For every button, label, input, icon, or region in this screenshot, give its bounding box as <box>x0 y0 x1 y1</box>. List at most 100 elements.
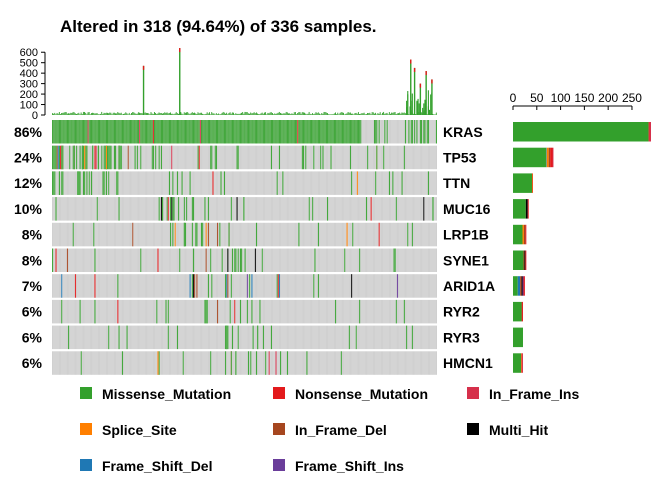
mutation-cell <box>237 325 239 350</box>
mutation-cell <box>356 171 358 195</box>
mutation-cell <box>92 145 94 170</box>
mutation-cell <box>160 120 162 144</box>
tmb-bar <box>101 111 103 115</box>
mutation-cell <box>320 120 322 144</box>
mutation-cell <box>420 120 423 144</box>
mutation-cell <box>191 197 193 221</box>
mutation-cell <box>117 120 119 144</box>
mutation-cell <box>197 120 199 144</box>
mutation-cell <box>229 299 231 324</box>
mutation-cell <box>96 197 98 221</box>
mutation-cell <box>178 197 180 221</box>
tmb-bar <box>104 113 106 115</box>
mutation-cell <box>173 120 175 144</box>
tmb-bar <box>204 114 206 115</box>
mutation-cell <box>132 120 134 144</box>
mutation-cell <box>235 351 237 375</box>
tmb-bar <box>399 112 401 115</box>
tmb-bar <box>417 98 419 115</box>
mutation-cell <box>355 325 357 350</box>
tmb-bar <box>239 113 241 115</box>
mutation-cell <box>278 145 281 170</box>
gene-percent-label: 8% <box>22 227 43 243</box>
mutation-cell <box>344 248 346 272</box>
mutation-cell <box>375 171 377 195</box>
tmb-bar <box>431 92 433 115</box>
mutation-cell <box>189 171 191 195</box>
mutation-cell <box>291 120 293 144</box>
mutation-cell <box>322 120 324 144</box>
gene-bar-segment <box>520 276 522 296</box>
mutation-cell <box>128 120 130 144</box>
mutation-cell <box>237 120 239 144</box>
mutation-cell <box>308 197 310 221</box>
tmb-bar <box>131 113 132 115</box>
tmb-bar <box>172 113 174 115</box>
tmb-bar <box>245 112 247 115</box>
gene-barplot: 0 50 100 150 200 250 <box>510 91 651 373</box>
legend-swatch <box>80 459 92 471</box>
gene-bar-segment <box>522 276 524 296</box>
mutation-cell <box>370 197 372 221</box>
mutation-cell <box>259 120 261 144</box>
mutation-cell <box>118 197 120 221</box>
mutation-cell <box>205 120 207 144</box>
tmb-bar <box>187 112 189 115</box>
tmb-bar <box>194 112 195 115</box>
tmb-peak-cap <box>413 67 416 72</box>
mutation-cell <box>93 222 95 247</box>
mutation-cell <box>77 120 79 144</box>
mutation-cell <box>306 351 308 375</box>
tmb-tick-label: 200 <box>20 89 38 101</box>
mutation-cell <box>321 120 323 144</box>
mutation-cell <box>176 325 179 350</box>
mutation-cell <box>239 248 242 272</box>
mutation-cell <box>183 197 185 221</box>
mutation-cell <box>226 274 228 298</box>
gene-bar-segment <box>527 199 529 219</box>
mutation-cell <box>104 145 106 170</box>
tmb-bar <box>235 113 237 115</box>
mutation-cell <box>251 274 253 298</box>
tmb-bar <box>375 112 377 115</box>
tmb-bar <box>53 113 55 115</box>
mutation-cell <box>192 197 195 221</box>
mutation-cell <box>267 120 269 144</box>
mutation-cell <box>73 120 75 144</box>
mutation-cell <box>280 351 282 375</box>
mutation-cell <box>231 248 234 272</box>
mutation-cell <box>276 171 278 195</box>
tmb-bar <box>395 114 397 115</box>
mutation-cell <box>197 145 199 170</box>
tmb-bar <box>314 113 316 115</box>
mutation-cell <box>341 120 344 144</box>
tmb-bar <box>384 113 386 115</box>
tmb-bar <box>330 114 332 115</box>
mutation-cell <box>313 274 315 298</box>
mutation-cell <box>426 120 428 144</box>
mutation-cell <box>217 299 219 324</box>
tmb-bar <box>120 112 122 115</box>
mutation-cell <box>181 120 183 144</box>
tmb-bar <box>288 113 289 115</box>
mutation-cell <box>107 145 109 170</box>
mutation-cell <box>252 120 254 144</box>
tmb-bar <box>127 114 129 115</box>
mutation-cell <box>243 120 245 144</box>
mutation-cell <box>239 299 242 324</box>
mutation-cell <box>250 351 252 375</box>
tmb-bar <box>274 113 276 115</box>
tmb-bar <box>332 114 334 115</box>
tmb-bar <box>63 112 65 115</box>
mutation-cell <box>265 351 267 375</box>
gene-name-label: LRP1B <box>443 227 489 243</box>
tmb-bar <box>94 113 96 115</box>
mutation-cell <box>427 171 429 195</box>
mutation-cell <box>404 120 407 144</box>
mutation-cell <box>228 222 230 247</box>
legend-swatch <box>273 387 285 399</box>
mutation-cell <box>265 120 267 144</box>
mutation-cell <box>288 120 290 144</box>
mutation-cell <box>423 197 425 221</box>
gene-bar-segment <box>548 147 551 168</box>
